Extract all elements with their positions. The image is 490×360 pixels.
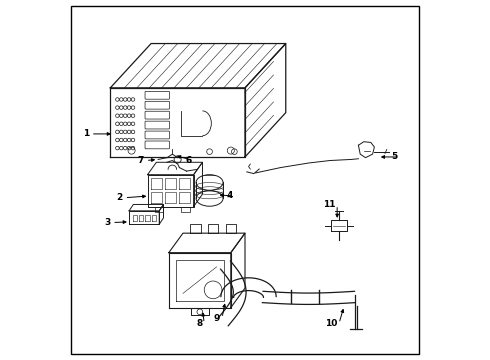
Text: 3: 3: [104, 218, 110, 227]
Text: 1: 1: [83, 130, 89, 139]
Text: 2: 2: [117, 193, 122, 202]
Text: 6: 6: [186, 156, 192, 165]
Text: 4: 4: [226, 192, 233, 201]
Text: 11: 11: [323, 200, 335, 209]
Text: 7: 7: [138, 156, 144, 165]
Text: 8: 8: [196, 319, 202, 328]
Text: 9: 9: [214, 314, 220, 323]
Text: 10: 10: [325, 319, 337, 328]
Text: 5: 5: [391, 153, 397, 162]
